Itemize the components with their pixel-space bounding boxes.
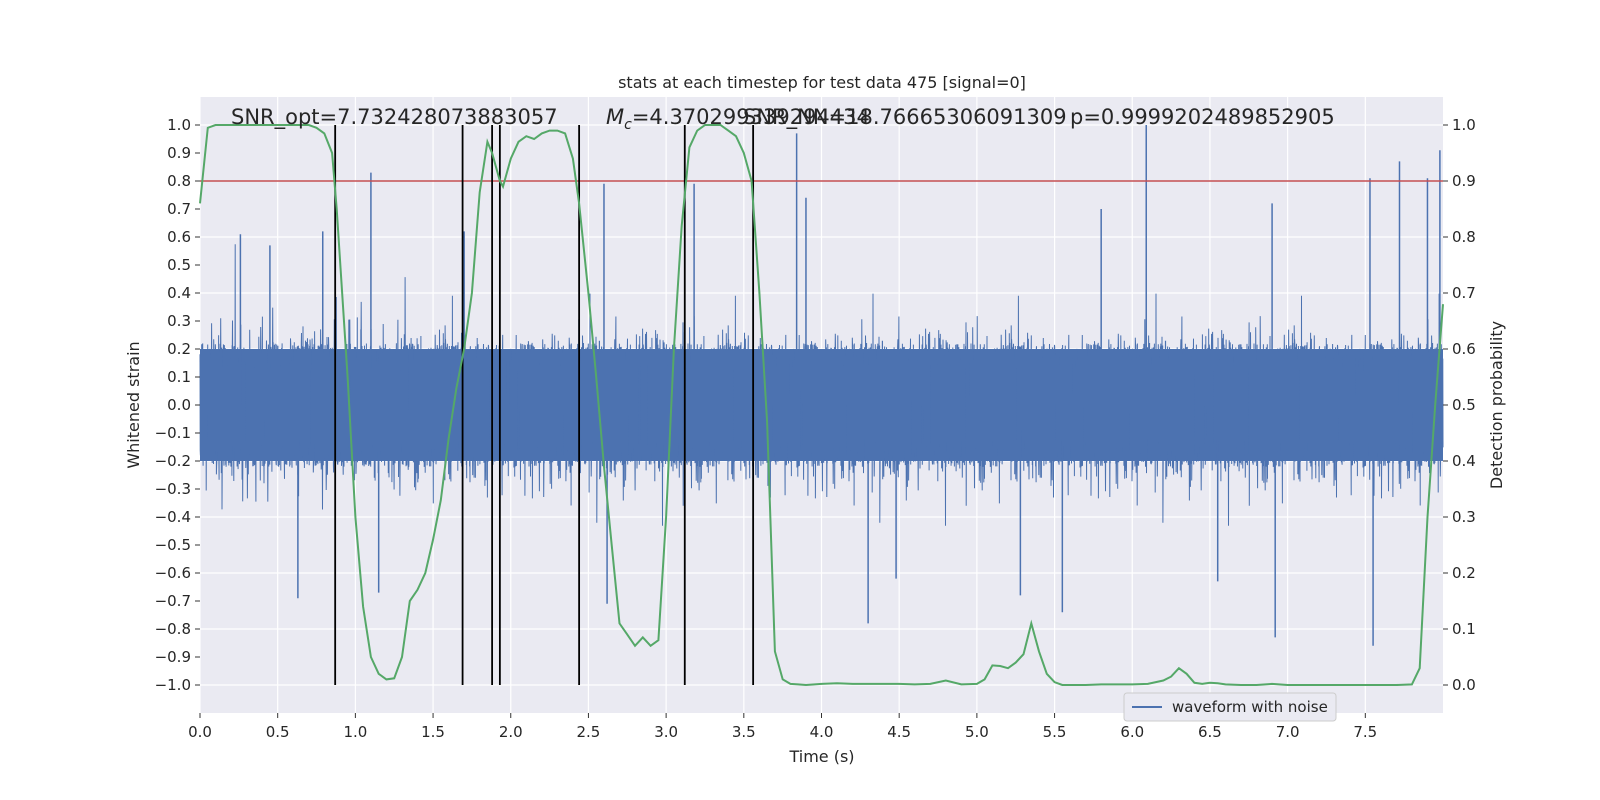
y-tick-label-12: −0.2	[155, 452, 191, 470]
y-tick-label-4: 0.6	[167, 228, 191, 246]
y-tick-label-13: −0.3	[155, 480, 191, 498]
right-y-tick-label-4: 0.6	[1452, 340, 1476, 358]
x-tick-label-15: 7.5	[1353, 723, 1377, 741]
x-tick-label-13: 6.5	[1198, 723, 1222, 741]
x-tick-label-7: 3.5	[732, 723, 756, 741]
snr-nn-annotation: SNR_NN=18.76665306091309	[743, 105, 1067, 130]
x-tick-label-12: 6.0	[1120, 723, 1144, 741]
x-tick-label-9: 4.5	[887, 723, 911, 741]
y-tick-label-15: −0.5	[155, 536, 191, 554]
x-tick-label-4: 2.0	[499, 723, 523, 741]
detection-probability-line	[199, 124, 1444, 687]
right-y-tick-label-9: 0.1	[1452, 620, 1476, 638]
y-tick-label-16: −0.6	[155, 564, 191, 582]
y-tick-label-14: −0.4	[155, 508, 191, 526]
right-y-tick-label-1: 0.9	[1452, 172, 1476, 190]
y-axis-ticks: 1.0 0.9 0.8 0.7 0.6 0.5 0.4 0.3 0.2 0.1 0.0 −0.1 −0.…	[155, 116, 200, 694]
vertical-marker-lines	[334, 125, 755, 685]
y-axis-label: Whitened strain	[124, 341, 143, 468]
right-y-tick-label-3: 0.7	[1452, 284, 1476, 302]
y-tick-label-18: −0.8	[155, 620, 191, 638]
right-y-tick-label-8: 0.2	[1452, 564, 1476, 582]
x-tick-label-0: 0.0	[188, 723, 212, 741]
noise-waveform-series	[199, 125, 1444, 646]
y-tick-label-10: 0.0	[167, 396, 191, 414]
y-tick-label-19: −0.9	[155, 648, 191, 666]
x-axis-ticks: 0.0 0.5 1.0 1.5 2.0 2.5 3.0 3.5 4.0 4.5 5.0 5.5 6.0 6…	[188, 713, 1377, 741]
x-tick-label-2: 1.0	[343, 723, 367, 741]
snr-opt-annotation: SNR_opt=7.732428073883057	[231, 105, 558, 130]
right-y-tick-label-0: 1.0	[1452, 116, 1476, 134]
y-tick-label-3: 0.7	[167, 200, 191, 218]
y-tick-label-1: 0.9	[167, 144, 191, 162]
y-tick-label-11: −0.1	[155, 424, 191, 442]
y-tick-label-8: 0.2	[167, 340, 191, 358]
y-tick-label-20: −1.0	[155, 676, 191, 694]
right-y-tick-label-2: 0.8	[1452, 228, 1476, 246]
x-tick-label-5: 2.5	[577, 723, 601, 741]
chirp-mass-value: =4.370299339294434	[632, 105, 870, 129]
right-y-tick-label-10: 0.0	[1452, 676, 1476, 694]
y-tick-label-0: 1.0	[167, 116, 191, 134]
x-tick-label-6: 3.0	[654, 723, 678, 741]
x-tick-label-3: 1.5	[421, 723, 445, 741]
chirp-mass-annotation: Mc=4.370299339294434	[606, 105, 870, 133]
right-y-tick-label-6: 0.4	[1452, 452, 1476, 470]
x-tick-label-1: 0.5	[266, 723, 290, 741]
x-tick-label-11: 5.5	[1043, 723, 1067, 741]
legend: waveform with noise	[1123, 692, 1337, 722]
noise-waveform-line	[199, 244, 1444, 526]
legend-box	[1123, 692, 1337, 722]
x-tick-label-10: 5.0	[965, 723, 989, 741]
chirp-mass-subscript: c	[624, 117, 632, 133]
right-y-axis-ticks: 1.0 0.9 0.8 0.7 0.6 0.5 0.4 0.3 0.2 0.1 0.0	[1443, 116, 1476, 694]
x-tick-label-14: 7.0	[1276, 723, 1300, 741]
right-y-axis-label: Detection probability	[1487, 321, 1506, 489]
y-tick-label-2: 0.8	[167, 172, 191, 190]
right-y-tick-label-5: 0.5	[1452, 396, 1476, 414]
right-y-tick-label-7: 0.3	[1452, 508, 1476, 526]
y-tick-label-5: 0.5	[167, 256, 191, 274]
probability-annotation: p=0.9999202489852905	[1070, 105, 1335, 129]
y-tick-label-17: −0.7	[155, 592, 191, 610]
legend-label-waveform: waveform with noise	[1172, 698, 1328, 716]
y-tick-label-9: 0.1	[167, 368, 191, 386]
x-tick-label-8: 4.0	[810, 723, 834, 741]
chirp-mass-symbol: M	[606, 105, 624, 129]
y-tick-label-6: 0.4	[167, 284, 191, 302]
y-tick-label-7: 0.3	[167, 312, 191, 330]
chart-title: stats at each timestep for test data 475…	[618, 73, 1026, 92]
x-axis-label: Time (s)	[788, 747, 854, 766]
detection-probability-series	[199, 124, 1444, 687]
